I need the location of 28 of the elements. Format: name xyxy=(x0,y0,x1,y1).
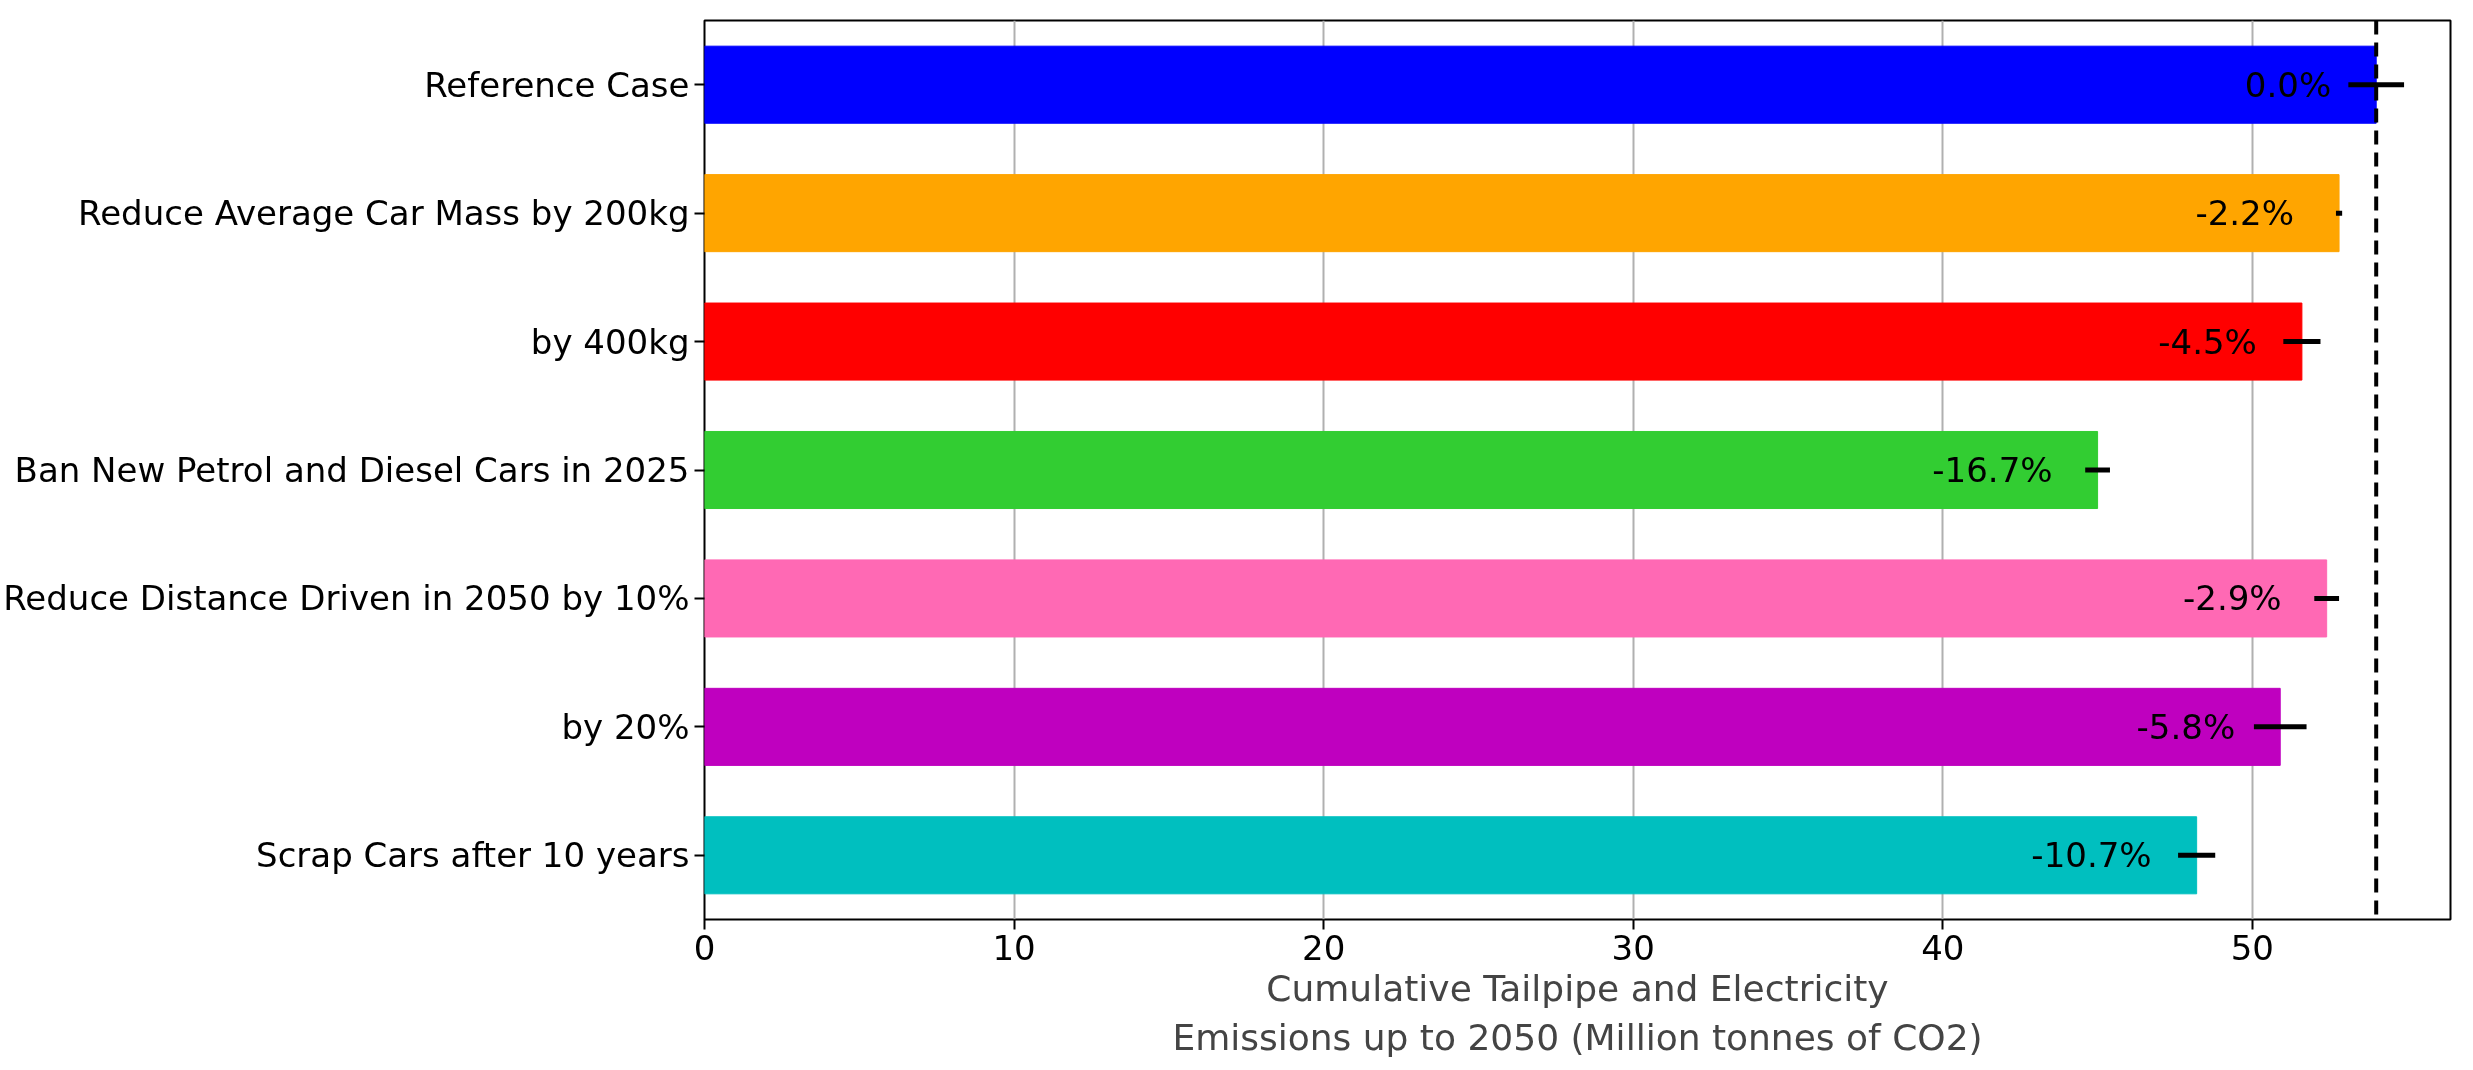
bar xyxy=(704,430,2099,510)
bar xyxy=(704,559,2328,638)
annotation: -2.9% xyxy=(2183,578,2282,619)
bar xyxy=(704,45,2377,124)
x-tick-label: 20 xyxy=(1302,927,1346,968)
x-tick-label: 10 xyxy=(992,927,1036,968)
bar xyxy=(704,302,2303,381)
y-tick-label: Reference Case xyxy=(424,64,690,105)
bar xyxy=(704,174,2340,253)
annotation: -16.7% xyxy=(1932,450,2053,490)
x-tick-label: 50 xyxy=(2230,927,2275,968)
y-tick-label: Ban New Petrol and Diesel Cars in 2025 xyxy=(14,450,690,490)
annotation: 0.0% xyxy=(2244,64,2332,105)
y-tick-label: by 20% xyxy=(561,706,690,747)
x-tick-label: 0 xyxy=(693,927,716,968)
bar xyxy=(704,816,2198,895)
y-tick-label: by 400kg xyxy=(530,321,690,362)
annotation: -5.8% xyxy=(2136,706,2236,747)
x-tick-label: 30 xyxy=(1611,927,1655,968)
y-tick-label: Scrap Cars after 10 years xyxy=(256,835,690,876)
annotation: -4.5% xyxy=(2158,321,2257,362)
x-tick-label: 40 xyxy=(1921,927,1965,968)
bar xyxy=(704,687,2281,766)
y-tick-label: Reduce Distance Driven in 2050 by 10% xyxy=(3,578,690,619)
annotation: -2.2% xyxy=(2195,193,2295,234)
annotation: -10.7% xyxy=(2031,835,2152,876)
y-tick-label: Reduce Average Car Mass by 200kg xyxy=(78,193,690,234)
x-axis-title: Cumulative Tailpipe and Electricity Emissions up to 2050 (Million tonnes of CO2) xyxy=(1172,967,1983,1058)
